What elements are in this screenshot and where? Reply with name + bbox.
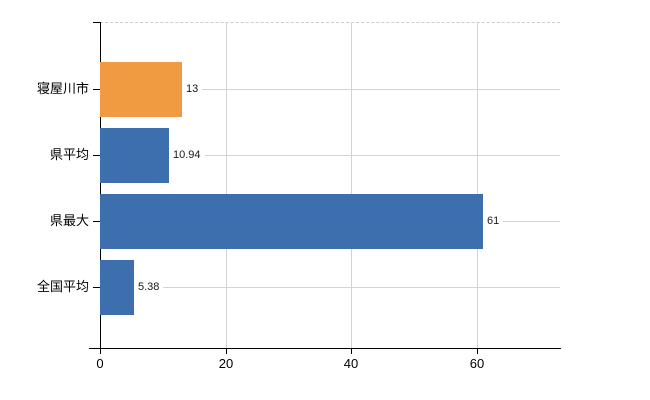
y-axis-tick [93, 221, 100, 222]
row-gridline [503, 221, 560, 222]
plot-area: 13 10.94 61 5.38 [93, 22, 560, 348]
category-label: 寝屋川市 [36, 81, 89, 96]
bar-value-label: 61 [487, 215, 500, 227]
bar-寝屋川市 [100, 62, 182, 117]
bar-value-label: 13 [186, 83, 199, 95]
row-gridline [205, 155, 560, 156]
x-tick-label: 40 [343, 356, 359, 371]
bar-value-label: 5.38 [138, 281, 160, 293]
vertical-gridline [477, 23, 478, 348]
x-axis-tick [477, 349, 478, 354]
category-label: 県最大 [49, 213, 89, 228]
y-axis-tick [93, 89, 100, 90]
y-axis [100, 22, 101, 348]
plot-top-border [100, 22, 560, 23]
x-tick-label: 60 [469, 356, 485, 371]
bar-県最大 [100, 194, 483, 249]
category-label: 全国平均 [36, 279, 89, 294]
x-axis-tick [100, 349, 101, 354]
vertical-gridline [351, 23, 352, 348]
y-axis-tick [93, 155, 100, 156]
bar-全国平均 [100, 260, 134, 315]
bar-value-label: 10.94 [173, 149, 201, 161]
x-tick-label: 0 [96, 356, 104, 371]
x-tick-label: 20 [218, 356, 234, 371]
x-axis-tick [226, 349, 227, 354]
row-gridline [163, 287, 560, 288]
y-axis-top-tick [93, 22, 100, 23]
x-axis [89, 348, 561, 349]
vertical-gridline [226, 23, 227, 348]
y-axis-tick [93, 287, 100, 288]
row-gridline [202, 89, 560, 90]
x-axis-tick [351, 349, 352, 354]
category-label: 県平均 [49, 147, 89, 162]
bar-県平均 [100, 128, 169, 183]
